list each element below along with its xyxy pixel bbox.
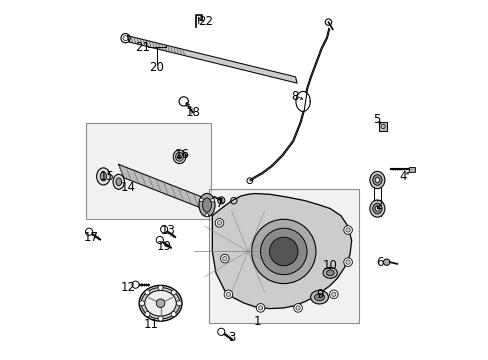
- Text: 6: 6: [376, 256, 383, 269]
- Text: 8: 8: [290, 90, 298, 103]
- Ellipse shape: [144, 291, 176, 316]
- Circle shape: [204, 213, 208, 217]
- Circle shape: [258, 306, 262, 310]
- Circle shape: [251, 219, 315, 284]
- Circle shape: [217, 197, 224, 204]
- Text: 10: 10: [322, 259, 337, 272]
- Bar: [408, 167, 414, 172]
- Circle shape: [345, 228, 349, 232]
- Ellipse shape: [100, 172, 106, 181]
- Text: 19: 19: [156, 240, 171, 253]
- Circle shape: [171, 290, 176, 295]
- Ellipse shape: [374, 206, 379, 211]
- Ellipse shape: [139, 285, 182, 321]
- Circle shape: [156, 237, 163, 244]
- Circle shape: [156, 299, 164, 307]
- Text: 5: 5: [372, 113, 380, 126]
- Circle shape: [222, 256, 226, 261]
- Text: 15: 15: [100, 170, 114, 183]
- Circle shape: [383, 259, 389, 265]
- Circle shape: [144, 290, 150, 295]
- Ellipse shape: [372, 175, 381, 185]
- Ellipse shape: [177, 155, 181, 159]
- Text: 2: 2: [374, 198, 382, 212]
- Ellipse shape: [97, 168, 110, 185]
- Circle shape: [144, 312, 150, 316]
- Ellipse shape: [113, 174, 124, 189]
- Circle shape: [215, 219, 224, 227]
- Circle shape: [295, 306, 300, 310]
- Text: 12: 12: [121, 281, 136, 294]
- Text: 20: 20: [149, 61, 164, 74]
- Polygon shape: [127, 36, 296, 83]
- Circle shape: [158, 285, 163, 291]
- Circle shape: [220, 254, 229, 263]
- Ellipse shape: [202, 198, 211, 212]
- Text: 13: 13: [160, 224, 175, 237]
- Circle shape: [132, 281, 139, 288]
- Circle shape: [269, 237, 298, 266]
- Circle shape: [343, 258, 352, 266]
- Circle shape: [199, 198, 203, 202]
- Text: 17: 17: [83, 231, 98, 244]
- Circle shape: [85, 228, 93, 235]
- Text: 18: 18: [185, 105, 200, 119]
- Ellipse shape: [310, 291, 328, 304]
- Circle shape: [176, 301, 181, 306]
- Ellipse shape: [116, 178, 122, 186]
- Circle shape: [331, 292, 335, 296]
- Circle shape: [224, 290, 232, 298]
- Circle shape: [343, 226, 352, 234]
- Text: 3: 3: [228, 331, 235, 344]
- Polygon shape: [119, 165, 205, 210]
- Circle shape: [226, 292, 230, 296]
- Polygon shape: [212, 194, 351, 309]
- Text: 21: 21: [135, 41, 150, 54]
- Circle shape: [158, 316, 163, 321]
- Ellipse shape: [369, 200, 384, 217]
- Circle shape: [217, 221, 221, 225]
- Text: 9: 9: [315, 288, 323, 301]
- Circle shape: [171, 312, 176, 316]
- Ellipse shape: [323, 267, 337, 278]
- Ellipse shape: [314, 294, 324, 301]
- Text: 14: 14: [121, 181, 136, 194]
- Ellipse shape: [372, 203, 381, 214]
- Circle shape: [293, 303, 302, 312]
- Ellipse shape: [175, 152, 183, 161]
- Circle shape: [345, 260, 349, 264]
- Circle shape: [260, 228, 306, 275]
- Ellipse shape: [325, 270, 333, 276]
- Text: 4: 4: [399, 170, 407, 183]
- Text: 11: 11: [144, 318, 159, 331]
- Circle shape: [256, 303, 264, 312]
- Circle shape: [217, 328, 224, 336]
- Ellipse shape: [141, 288, 180, 319]
- Bar: [208, 189, 358, 323]
- Bar: [85, 123, 210, 219]
- Circle shape: [329, 290, 337, 298]
- Circle shape: [210, 198, 214, 202]
- Bar: [378, 122, 386, 131]
- Ellipse shape: [199, 193, 215, 217]
- Text: 16: 16: [174, 148, 189, 162]
- Circle shape: [139, 301, 144, 306]
- Text: 1: 1: [253, 315, 260, 328]
- Text: 22: 22: [197, 14, 212, 27]
- Text: 7: 7: [215, 197, 223, 210]
- Ellipse shape: [369, 171, 384, 189]
- Circle shape: [160, 226, 167, 233]
- Ellipse shape: [173, 150, 185, 163]
- Ellipse shape: [374, 177, 379, 183]
